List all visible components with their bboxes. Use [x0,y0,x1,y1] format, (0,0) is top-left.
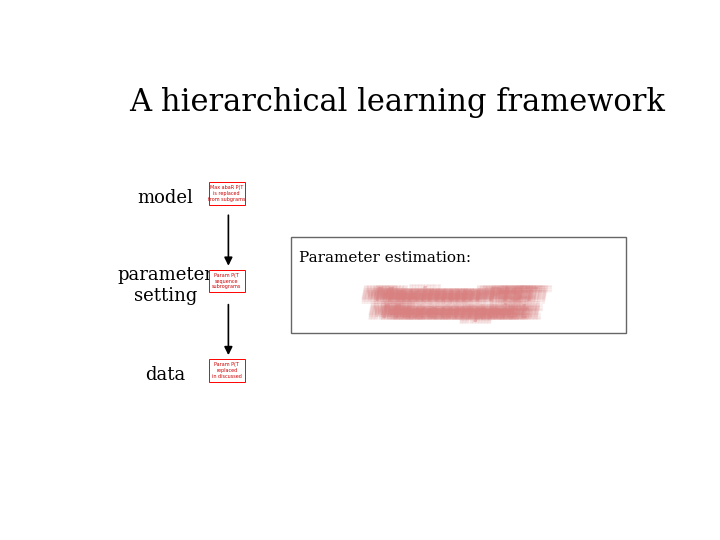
Text: Maximum PIST: Maximum PIST [376,288,538,308]
Text: Param P(T
replaced
in discussed: Param P(T replaced in discussed [212,362,242,379]
Text: Maxeumpaist: Maxeumpaist [371,302,518,321]
Text: Maxeumpaist: Maxeumpaist [377,300,525,319]
Text: Maxeumpaist: Maxeumpaist [368,303,516,322]
Text: Maxeumpaist: Maxeumpaist [396,303,543,322]
Text: Param P(T
sequence
subrograms: Param P(T sequence subrograms [212,273,241,289]
Text: Maximum PIST: Maximum PIST [366,288,528,308]
Text: Maximum PIST: Maximum PIST [385,287,547,306]
Text: Maxeumpaist: Maxeumpaist [396,300,543,319]
Text: Maximum PIST: Maximum PIST [364,285,526,304]
Text: parameter
setting: parameter setting [117,266,213,305]
FancyBboxPatch shape [209,183,245,205]
Text: Maximum PIST: Maximum PIST [389,284,550,302]
Text: Maxeumpaist: Maxeumpaist [371,303,518,322]
Text: Maximum PIST: Maximum PIST [366,285,528,304]
Text: Maximum PIST: Maximum PIST [389,287,550,306]
Text: Maxeumpaist: Maxeumpaist [368,300,516,319]
Text: Parameter estimation:: Parameter estimation: [300,251,472,265]
Text: Maximum PIST: Maximum PIST [364,287,526,306]
Text: Maximum PIST: Maximum PIST [382,284,544,302]
FancyBboxPatch shape [291,238,626,333]
Text: Maxeumpaist: Maxeumpaist [380,300,528,319]
Text: Maximum PIST: Maximum PIST [385,288,547,308]
Text: Maxeumpaist: Maxeumpaist [392,302,540,321]
Text: Maxeumpaist: Maxeumpaist [377,305,525,324]
Text: Maximum PIST: Maximum PIST [382,288,544,308]
Text: Maxeumpaist: Maxeumpaist [371,300,518,319]
Text: Maxeumpaist: Maxeumpaist [380,302,528,321]
Text: Maxeumpaist: Maxeumpaist [390,303,537,322]
Text: Maxeumpaist: Maxeumpaist [390,305,537,324]
Text: Maxeumpaist: Maxeumpaist [374,302,521,321]
Text: Maxeumpaist: Maxeumpaist [392,305,540,324]
Text: Maxeumpaist: Maxeumpaist [387,305,534,324]
Text: Maximum PIST: Maximum PIST [373,284,535,302]
Text: Maxeumpaist: Maxeumpaist [387,302,534,321]
Text: Maxeumpaist: Maxeumpaist [383,303,531,322]
Text: Maximum PIST: Maximum PIST [361,284,523,302]
Text: Maxeumpaist: Maxeumpaist [368,305,516,324]
Text: Maxeumpaist: Maxeumpaist [374,303,521,322]
Text: Max abaR P(T
is replaced
from subgrams: Max abaR P(T is replaced from subgrams [208,185,246,202]
Text: Maximum PIST: Maximum PIST [379,288,541,308]
Text: Maxeumpaist: Maxeumpaist [392,300,540,319]
Text: Maxeumpaist: Maxeumpaist [374,300,521,319]
Text: Maximum PIST: Maximum PIST [385,285,547,304]
Text: Maxeumpaist: Maxeumpaist [371,305,518,324]
Text: Maximum PIST: Maximum PIST [376,285,538,304]
Text: Maximum PIST: Maximum PIST [374,286,536,305]
Text: Maxeumpaist: Maxeumpaist [383,305,531,324]
Text: Maximum PIST: Maximum PIST [379,284,541,302]
Text: Maxeumpaist: Maxeumpaist [390,302,537,321]
Text: Maxeumpaist: Maxeumpaist [396,302,543,321]
Text: Maximum PIST: Maximum PIST [373,287,535,306]
Text: Maximum PIST: Maximum PIST [373,288,535,308]
Text: Maximum PIST: Maximum PIST [389,285,550,304]
Text: Maximum PIST: Maximum PIST [376,284,538,302]
Text: Maxeumpaist: Maxeumpaist [396,305,543,324]
Text: Maximum PIST: Maximum PIST [376,287,538,306]
Text: Maxeumpaist: Maxeumpaist [382,303,529,322]
Text: Maxeumpaist: Maxeumpaist [383,300,531,319]
Text: Maximum PIST: Maximum PIST [370,285,532,304]
FancyBboxPatch shape [209,359,245,382]
Text: Maximum PIST: Maximum PIST [373,285,535,304]
Text: Maximum PIST: Maximum PIST [379,287,541,306]
Text: Maximum PIST: Maximum PIST [366,287,528,306]
Text: Maxeumpaist: Maxeumpaist [377,302,525,321]
Text: Maxeumpaist: Maxeumpaist [390,300,537,319]
Text: Maximum PIST: Maximum PIST [370,287,532,306]
Text: Maximum PIST: Maximum PIST [361,288,523,308]
Text: Maximum PIST: Maximum PIST [385,284,547,302]
Text: Maximum PIST: Maximum PIST [382,285,544,304]
Text: Maxeumpaist: Maxeumpaist [374,305,521,324]
Text: Maximum PIST: Maximum PIST [364,284,526,302]
Text: Maxeumpaist: Maxeumpaist [387,303,534,322]
Text: Maximum PIST: Maximum PIST [364,288,526,308]
Text: model: model [138,189,193,207]
Text: Maximum PIST: Maximum PIST [370,288,532,308]
Text: Maxeumpaist: Maxeumpaist [380,303,528,322]
Text: Maximum PIST: Maximum PIST [370,284,532,302]
Text: Maximum PIST: Maximum PIST [379,285,541,304]
Text: Maxeumpaist: Maxeumpaist [377,303,525,322]
Text: Maximum PIST: Maximum PIST [361,285,523,304]
Text: Maxeumpaist: Maxeumpaist [392,303,540,322]
Text: Maxeumpaist: Maxeumpaist [387,300,534,319]
Text: Maximum PIST: Maximum PIST [366,284,528,302]
Text: Maximum PIST: Maximum PIST [389,288,550,308]
Text: Maxeumpaist: Maxeumpaist [368,302,516,321]
Text: A hierarchical learning framework: A hierarchical learning framework [129,87,665,118]
Text: data: data [145,366,186,383]
Text: Maxeumpaist: Maxeumpaist [380,305,528,324]
Text: Maxeumpaist: Maxeumpaist [383,302,531,321]
FancyBboxPatch shape [209,269,245,293]
Text: Maximum PIST: Maximum PIST [361,287,523,306]
Text: Maximum PIST: Maximum PIST [382,287,544,306]
